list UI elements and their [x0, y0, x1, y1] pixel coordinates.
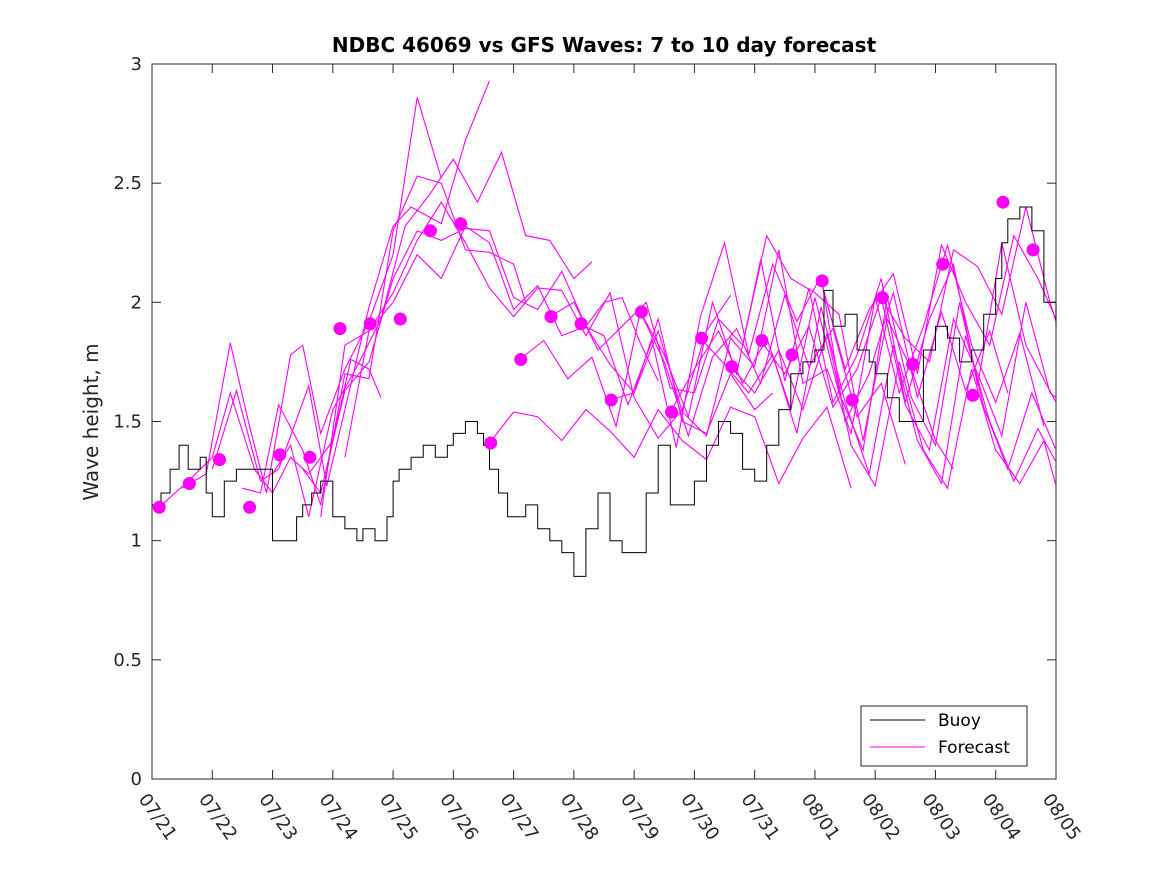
forecast-series-line	[639, 242, 1057, 419]
forecast-dot	[213, 453, 226, 467]
forecast-dot	[755, 334, 769, 347]
forecast-dot	[936, 257, 950, 271]
y-tick-label: 2	[131, 292, 142, 313]
forecast-dot	[845, 393, 859, 407]
forecast-dot	[393, 312, 407, 326]
y-axis-ticks: 0 0.5 1 1.5 2 2.5 3	[113, 54, 1056, 790]
forecast-series-group	[158, 80, 1057, 517]
y-tick-label: 2.5	[113, 173, 142, 194]
forecast-dot	[454, 217, 468, 231]
forecast-dot	[996, 195, 1010, 209]
buoy-series-group	[152, 206, 1057, 577]
forecast-dot	[1026, 243, 1040, 257]
forecast-series-line	[272, 150, 593, 517]
legend-buoy-label: Buoy	[938, 711, 981, 731]
forecast-dot	[725, 360, 739, 374]
forecast-series-line	[211, 80, 491, 487]
chart-title: NDBC 46069 vs GFS Waves: 7 to 10 day for…	[332, 33, 877, 57]
legend-box	[860, 705, 1028, 767]
y-tick-label: 1	[131, 531, 142, 552]
forecast-series-line	[519, 293, 906, 465]
forecast-dot	[966, 388, 980, 402]
forecast-dot	[544, 310, 558, 324]
y-tick-label: 0	[131, 769, 142, 790]
forecast-dot	[514, 353, 528, 366]
forecast-series-line	[820, 234, 1057, 374]
forecast-series-line	[242, 175, 527, 506]
forecast-dot	[604, 393, 618, 407]
forecast-series-line	[699, 306, 1057, 486]
forecast-series-line	[760, 295, 1057, 452]
forecast-dot	[484, 436, 498, 450]
forecast-dot	[363, 317, 377, 331]
forecast-dot	[182, 477, 196, 490]
forecast-series-line	[579, 240, 1009, 448]
forecast-dot	[574, 317, 588, 331]
forecast-dot	[273, 448, 287, 462]
buoy-series-line	[152, 206, 1057, 577]
forecast-dot	[423, 224, 437, 238]
y-tick-label: 0.5	[113, 650, 142, 671]
forecast-dot	[152, 500, 166, 514]
forecast-series-line	[320, 201, 732, 517]
forecast-dot	[695, 331, 709, 345]
forecast-dot	[785, 348, 799, 362]
plot-area: 00.511.522.53 07/21 07/22 07/23 07/24 07/25 0…	[113, 54, 1085, 844]
forecast-dots-group	[152, 195, 1040, 514]
forecast-dot	[875, 291, 889, 305]
forecast-series-line	[181, 97, 442, 494]
forecast-dot	[634, 305, 648, 319]
forecast-series-line	[489, 406, 852, 489]
forecast-dot	[665, 405, 678, 419]
legend-forecast-label: Forecast	[938, 738, 1010, 758]
forecast-series-line	[609, 242, 1045, 437]
forecast-dot	[303, 450, 317, 464]
forecast-dot	[906, 357, 920, 371]
forecast-dot	[815, 274, 829, 288]
y-tick-label: 1.5	[113, 412, 142, 433]
forecast-series-line	[344, 225, 774, 458]
forecast-dot	[333, 322, 347, 336]
y-tick-label: 3	[131, 54, 142, 75]
y-axis-label: Wave height, m	[79, 343, 103, 500]
legend: Buoy Forecast	[860, 705, 1028, 767]
forecast-series-line	[880, 206, 1057, 363]
forecast-dot	[243, 500, 257, 514]
